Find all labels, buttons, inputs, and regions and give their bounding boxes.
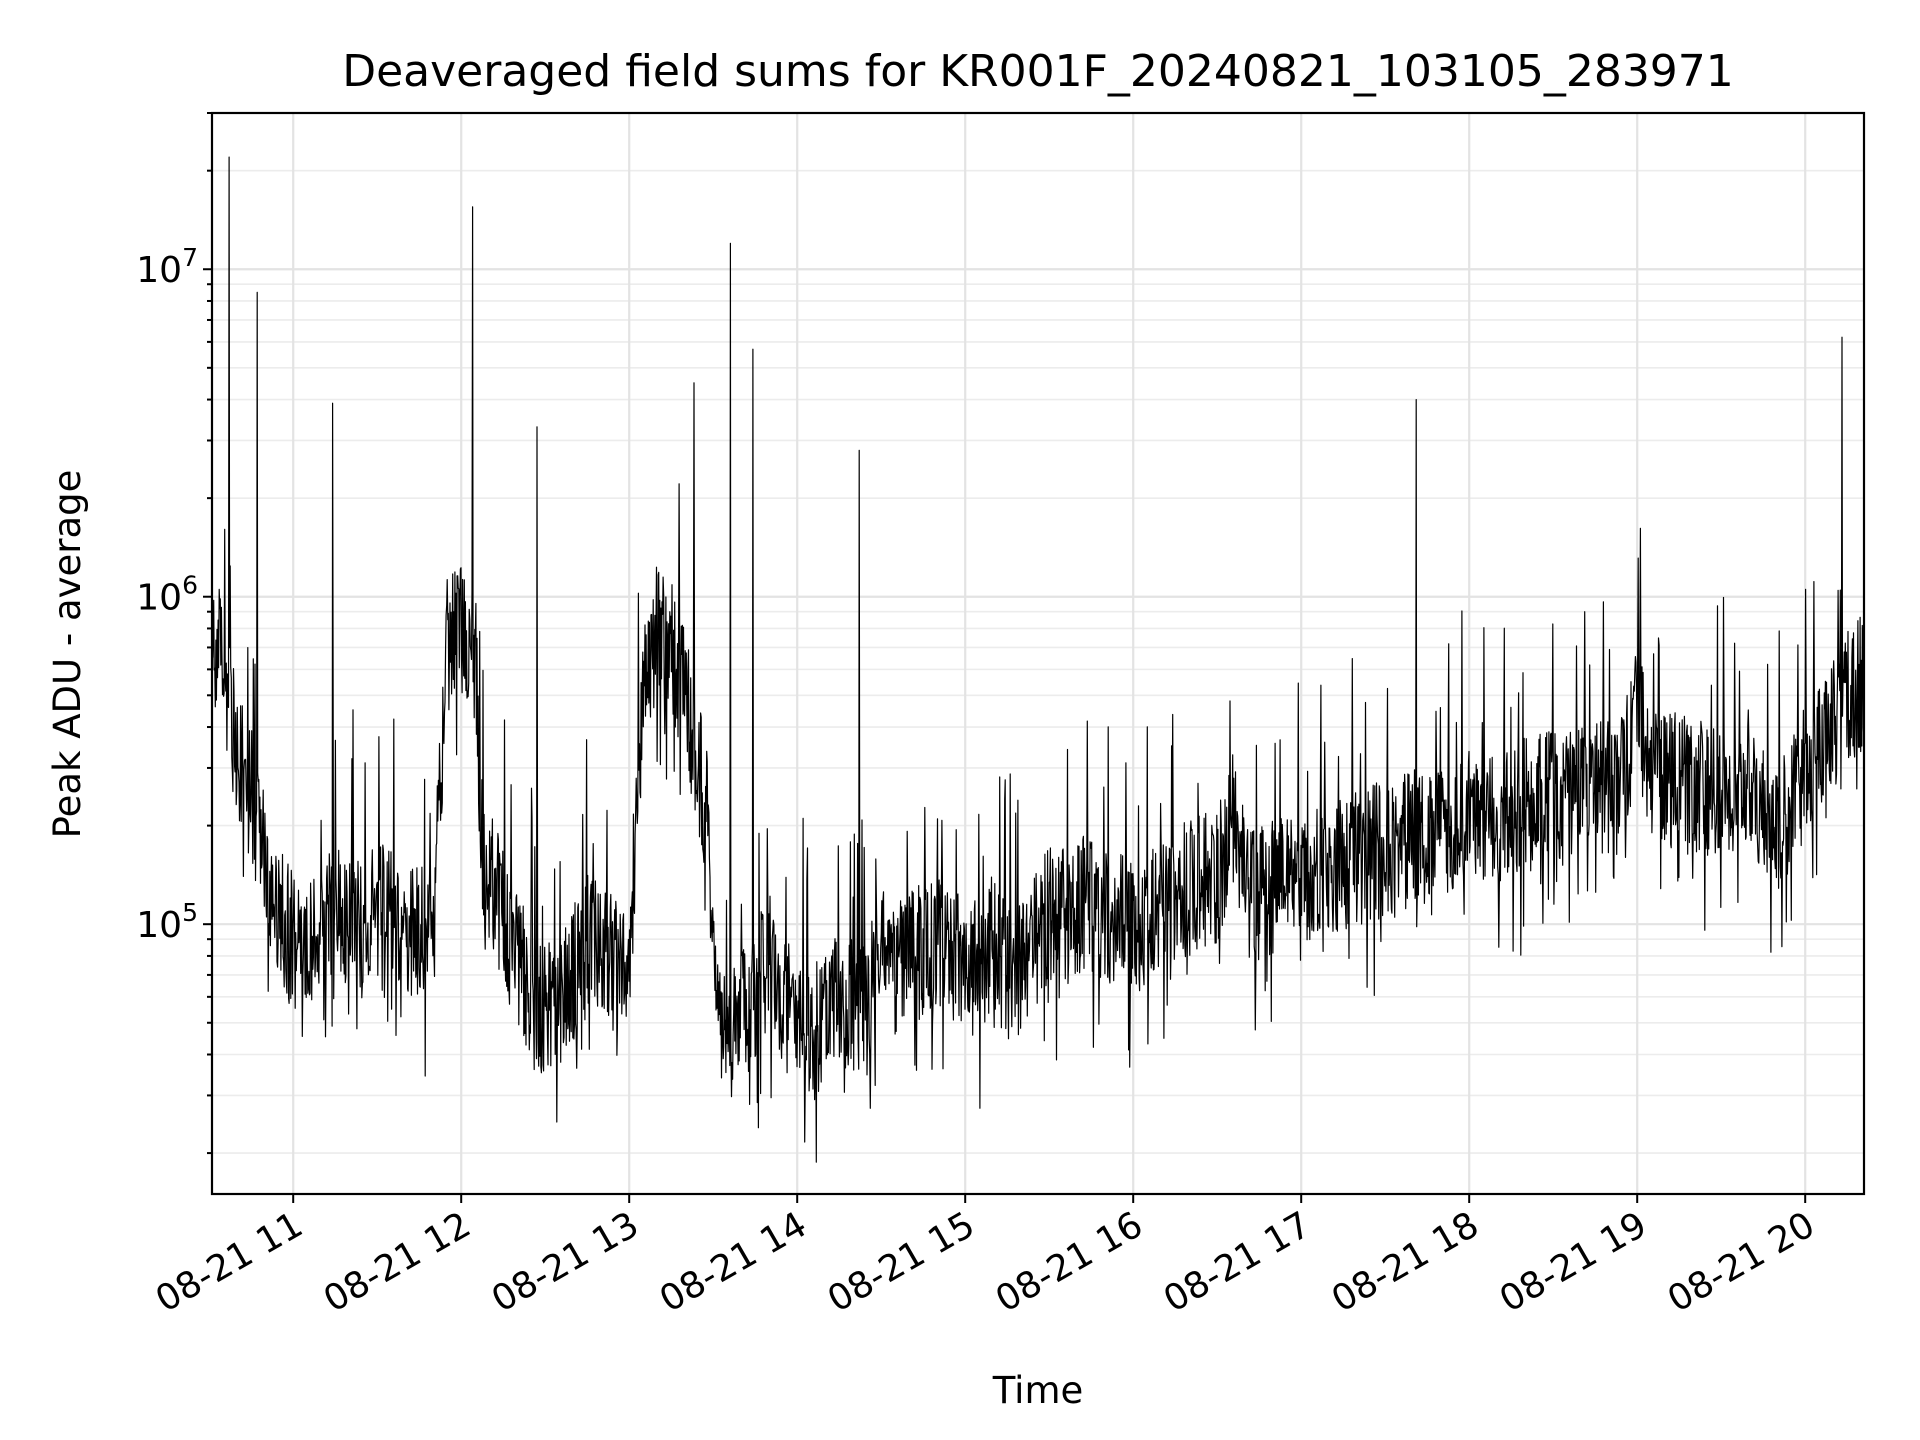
grid	[212, 112, 1864, 1194]
y-tick-label: 105	[136, 898, 198, 946]
y-tick-label: 106	[136, 571, 198, 619]
y-tick-label: 107	[136, 243, 198, 291]
plot-frame	[210, 111, 1866, 1196]
x-axis-label: Time	[992, 1369, 1084, 1412]
y-axis-label: Peak ADU - average	[46, 470, 89, 839]
chart-title: Deaveraged field sums for KR001F_2024082…	[342, 46, 1734, 97]
series-line	[211, 156, 1865, 1163]
series-layer	[211, 156, 1865, 1163]
y-axis: 105 106 107	[136, 112, 212, 1155]
